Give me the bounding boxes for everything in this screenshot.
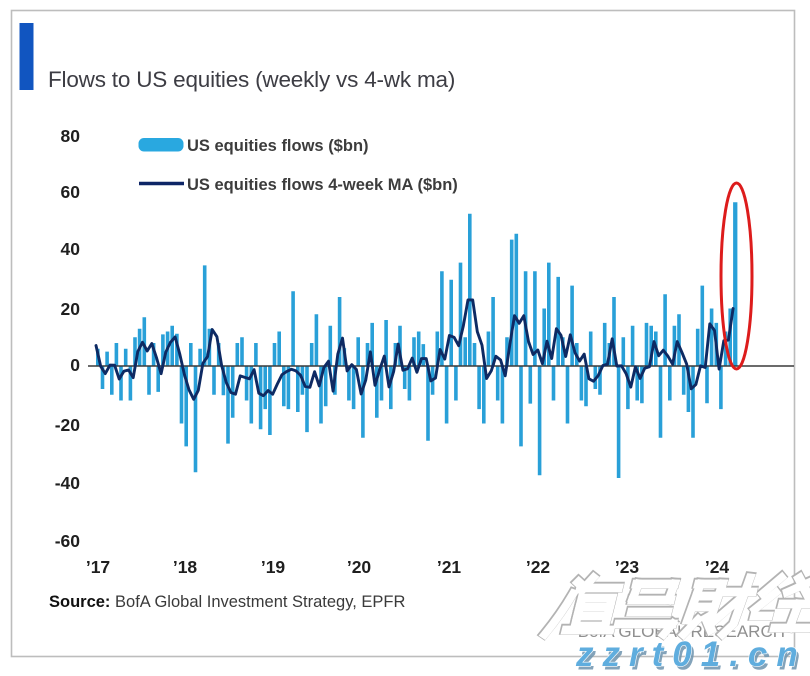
- svg-text:’19: ’19: [261, 557, 286, 577]
- svg-text:zzrt01.cn: zzrt01.cn: [575, 635, 807, 671]
- svg-text:20: 20: [61, 299, 81, 319]
- svg-text:’21: ’21: [437, 557, 462, 577]
- svg-text:-60: -60: [55, 531, 81, 551]
- svg-text:40: 40: [61, 239, 81, 259]
- svg-text:’23: ’23: [615, 557, 640, 577]
- svg-text:Flows to US equities (weekly v: Flows to US equities (weekly vs 4-wk ma): [48, 67, 455, 92]
- svg-text:zzrt01.cn: zzrt01.cn: [578, 639, 810, 672]
- svg-text:’22: ’22: [526, 557, 551, 577]
- svg-text:-20: -20: [55, 415, 81, 435]
- svg-text:’17: ’17: [86, 557, 110, 577]
- svg-text:0: 0: [70, 355, 80, 375]
- svg-text:-40: -40: [55, 473, 81, 493]
- svg-text:’20: ’20: [347, 557, 372, 577]
- svg-text:US equities flows ($bn): US equities flows ($bn): [187, 137, 369, 155]
- svg-text:US equities flows 4-week MA ($: US equities flows 4-week MA ($bn): [187, 176, 458, 194]
- svg-text:’18: ’18: [173, 557, 198, 577]
- svg-text:80: 80: [61, 126, 81, 146]
- svg-text:Source: BofA Global Investment: Source: BofA Global Investment Strategy,…: [49, 593, 406, 611]
- svg-text:’24: ’24: [705, 557, 730, 577]
- svg-text:60: 60: [61, 182, 81, 202]
